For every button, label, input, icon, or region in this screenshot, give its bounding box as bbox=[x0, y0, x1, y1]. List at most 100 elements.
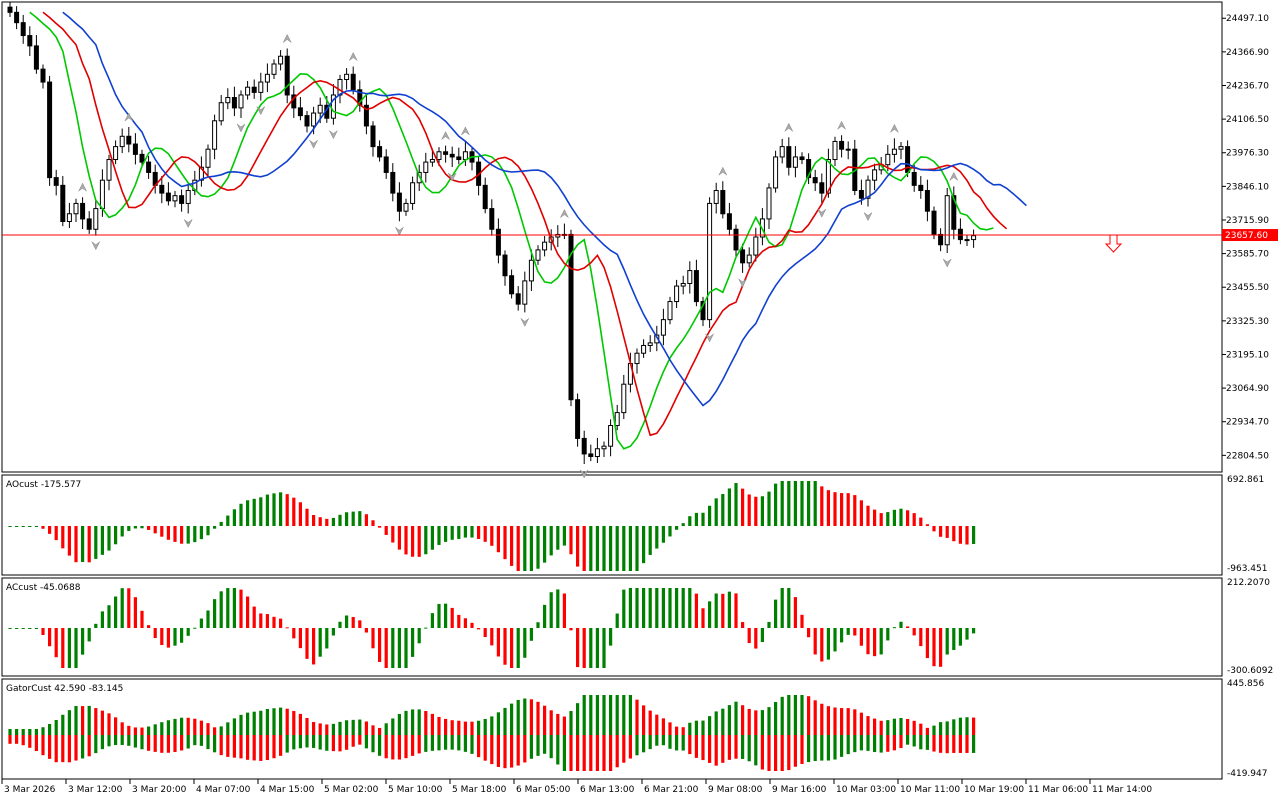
sub-axis-max-label: 692.861 bbox=[1227, 475, 1264, 485]
gator-bar-lower bbox=[780, 735, 784, 771]
ac-bar bbox=[8, 628, 12, 629]
gator-bar-lower bbox=[28, 735, 32, 748]
ao-bar bbox=[213, 526, 217, 529]
ao-bar bbox=[523, 526, 527, 571]
gator-bar bbox=[648, 710, 652, 735]
fractal-down-icon bbox=[705, 333, 714, 343]
ao-bar bbox=[444, 526, 448, 542]
gator-bar-lower bbox=[437, 735, 441, 751]
candle-down bbox=[733, 228, 739, 251]
candle-up bbox=[185, 190, 191, 204]
ao-bar bbox=[496, 526, 500, 553]
ao-bar bbox=[800, 481, 804, 526]
candle-up bbox=[891, 148, 897, 155]
gator-bar bbox=[444, 718, 448, 735]
gator-bar-lower bbox=[246, 735, 250, 760]
gator-bar-lower bbox=[285, 735, 289, 753]
ac-bar bbox=[180, 628, 184, 643]
gator-bar-lower bbox=[873, 735, 877, 753]
ac-bar bbox=[919, 628, 923, 647]
gator-bar-lower bbox=[331, 735, 335, 752]
gator-bar-lower bbox=[576, 735, 580, 771]
ao-bar bbox=[793, 481, 797, 526]
ao-bar bbox=[681, 523, 685, 526]
ao-bar bbox=[714, 498, 718, 526]
gator-bar bbox=[701, 720, 705, 735]
ac-bar bbox=[932, 628, 936, 667]
ao-bar bbox=[510, 526, 514, 566]
gator-bar bbox=[767, 707, 771, 735]
fractal-down-icon bbox=[329, 130, 338, 140]
ao-bar bbox=[8, 526, 12, 527]
gator-bar bbox=[800, 695, 804, 735]
ao-bar bbox=[688, 516, 692, 526]
ao-bar bbox=[391, 526, 395, 543]
gator-bar-lower bbox=[516, 735, 520, 766]
current-price-line: 23657.60 bbox=[2, 229, 1278, 242]
gator-bar bbox=[807, 696, 811, 735]
ac-bar bbox=[61, 628, 65, 668]
ao-bar bbox=[734, 483, 738, 526]
candle-down bbox=[390, 171, 396, 194]
gator-bar bbox=[793, 695, 797, 735]
gator-bar-lower bbox=[127, 735, 131, 746]
gator-bar bbox=[246, 712, 250, 735]
gator-bar bbox=[668, 722, 672, 735]
gator-bar bbox=[853, 709, 857, 735]
candle-up bbox=[317, 104, 323, 114]
ao-bar bbox=[892, 509, 896, 526]
candle-down bbox=[502, 254, 508, 277]
gator-bar bbox=[734, 701, 738, 735]
gator-bar-lower bbox=[180, 735, 184, 751]
ac-bar bbox=[661, 588, 665, 628]
ac-bar bbox=[153, 628, 157, 639]
ac-bar bbox=[622, 589, 626, 628]
gator-bar-lower bbox=[701, 735, 705, 761]
ac-bar bbox=[503, 628, 507, 665]
gator-bar bbox=[173, 718, 177, 735]
ac-bar bbox=[206, 610, 210, 628]
gator-bar bbox=[226, 722, 230, 735]
candle-up bbox=[119, 135, 125, 148]
ac-bar bbox=[767, 621, 771, 628]
sub-axis-min-label: -300.6092 bbox=[1227, 666, 1273, 676]
candle-down bbox=[60, 184, 66, 223]
gator-bar bbox=[958, 717, 962, 735]
ac-bar bbox=[87, 628, 91, 642]
gator-bar bbox=[820, 703, 824, 735]
ac-bar bbox=[160, 628, 164, 646]
ac-bar bbox=[694, 593, 698, 628]
ac-bar bbox=[714, 593, 718, 628]
gator-bar bbox=[147, 726, 151, 735]
ao-bar bbox=[562, 526, 566, 546]
candle-up bbox=[522, 280, 528, 305]
ao-bar bbox=[675, 526, 679, 530]
gator-bar-lower bbox=[81, 735, 85, 759]
gator-bar-lower bbox=[899, 735, 903, 749]
ao-bar bbox=[265, 494, 269, 526]
candle-up bbox=[634, 352, 640, 365]
gator-bar bbox=[562, 716, 566, 735]
ao-bar bbox=[166, 526, 170, 540]
ao-bar bbox=[430, 526, 434, 550]
gator-bar bbox=[490, 716, 494, 735]
ao-bar bbox=[285, 494, 289, 526]
gator-bar-lower bbox=[450, 735, 454, 750]
gator-bar bbox=[450, 720, 454, 735]
ao-bar bbox=[925, 524, 929, 526]
gator-bar bbox=[523, 698, 527, 735]
ac-bar bbox=[114, 596, 118, 628]
ac-bar bbox=[193, 627, 197, 629]
gator-bar-lower bbox=[582, 735, 586, 771]
candle-up bbox=[766, 187, 772, 220]
ac-bar bbox=[483, 628, 487, 638]
ao-bar bbox=[536, 526, 540, 569]
gator-bar-lower bbox=[186, 735, 190, 749]
gator-bar-lower bbox=[734, 735, 738, 759]
ac-bar bbox=[635, 588, 639, 628]
gator-bar bbox=[206, 723, 210, 735]
ao-bar bbox=[378, 526, 382, 528]
ao-bar bbox=[232, 509, 236, 526]
gator-bar bbox=[529, 699, 533, 735]
gator-bar bbox=[582, 695, 586, 735]
